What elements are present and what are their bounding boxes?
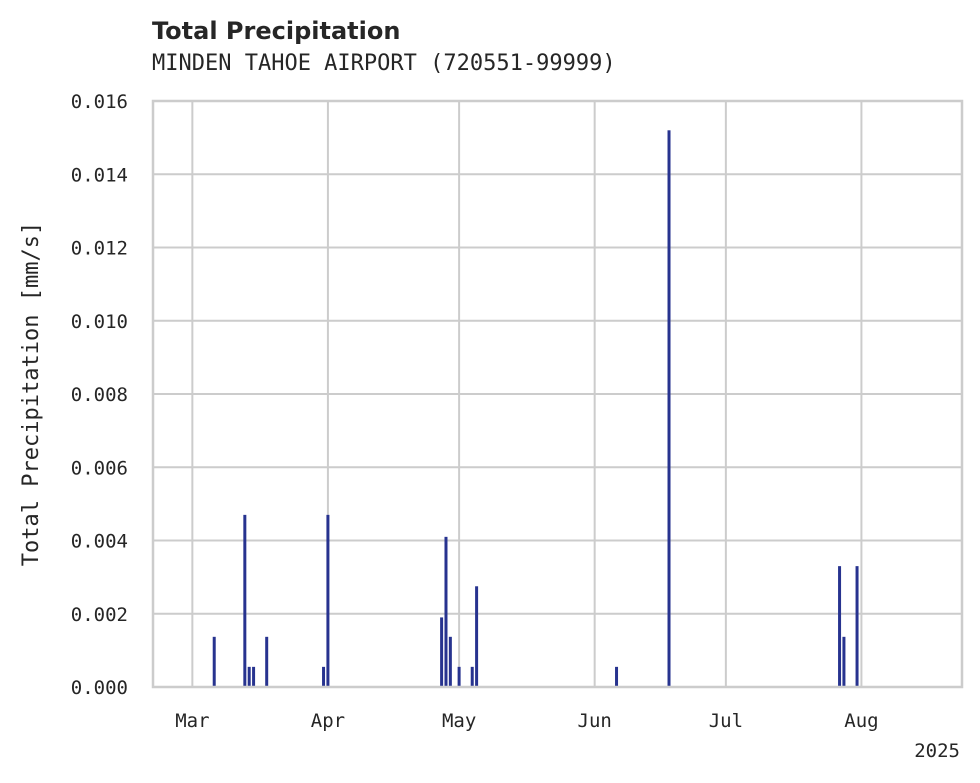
bar bbox=[667, 130, 671, 688]
bar bbox=[615, 666, 619, 687]
grid bbox=[153, 100, 962, 688]
bar bbox=[252, 666, 256, 687]
y-tick-label: 0.016 bbox=[71, 91, 128, 113]
x-tick-label: Mar bbox=[175, 710, 209, 732]
y-tick-label: 0.010 bbox=[71, 311, 128, 333]
chart-subtitle: MINDEN TAHOE AIRPORT (720551-99999) bbox=[152, 51, 616, 76]
plot-frame bbox=[151, 99, 964, 689]
x-tick-label: Apr bbox=[311, 710, 345, 732]
x-axis-ticks: Mar Apr May Jun Jul Aug bbox=[175, 710, 878, 732]
x-tick-label: Jul bbox=[709, 710, 743, 732]
x-tick-label: May bbox=[442, 710, 476, 732]
bar bbox=[842, 636, 846, 687]
y-tick-label: 0.002 bbox=[71, 604, 128, 626]
y-axis-ticks: 0.000 0.002 0.004 0.006 0.008 0.010 0.012 0.014… bbox=[71, 91, 128, 699]
y-tick-label: 0.004 bbox=[71, 531, 128, 553]
data-series bbox=[212, 130, 859, 688]
bar bbox=[326, 514, 330, 687]
bar bbox=[322, 666, 326, 687]
bar bbox=[448, 636, 452, 687]
x-tick-label: Jun bbox=[578, 710, 612, 732]
chart-title: Total Precipitation bbox=[152, 17, 401, 45]
y-tick-label: 0.014 bbox=[71, 164, 128, 186]
x-axis-offset-label: 2025 bbox=[914, 740, 960, 762]
y-tick-label: 0.008 bbox=[71, 384, 128, 406]
y-axis-label: Total Precipitation [mm/s] bbox=[19, 222, 44, 566]
x-tick-label: Aug bbox=[844, 710, 878, 732]
bar bbox=[855, 566, 859, 687]
bar bbox=[475, 586, 479, 687]
bar bbox=[440, 617, 444, 687]
y-tick-label: 0.006 bbox=[71, 457, 128, 479]
bar bbox=[212, 636, 216, 687]
bar bbox=[243, 514, 247, 687]
y-tick-label: 0.000 bbox=[71, 677, 128, 699]
bar bbox=[470, 666, 474, 687]
bar bbox=[247, 666, 251, 687]
y-tick-label: 0.012 bbox=[71, 238, 128, 260]
bar bbox=[838, 566, 842, 687]
bar bbox=[265, 636, 269, 687]
bar bbox=[444, 536, 448, 687]
bar bbox=[457, 666, 461, 687]
